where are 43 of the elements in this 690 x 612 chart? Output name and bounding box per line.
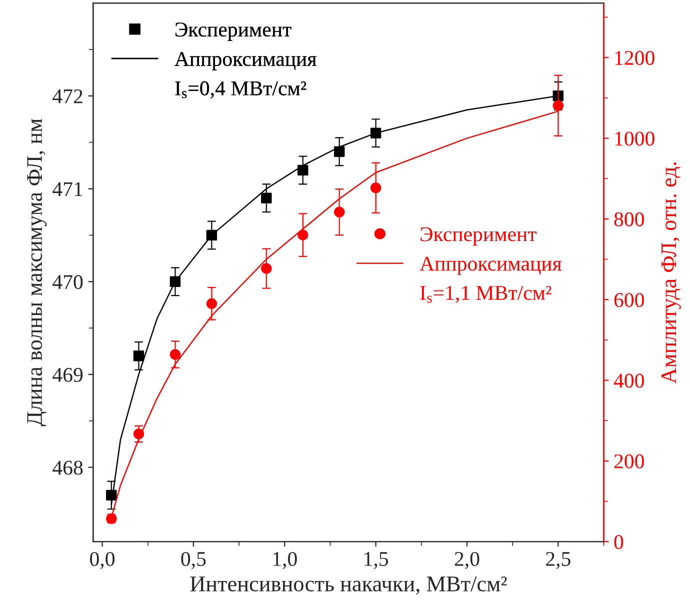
x-tick-label: 0,5	[181, 552, 206, 569]
y-axis-title: Длина волны максимума ФЛ, нм	[27, 118, 47, 426]
x-tick-label: 0,0	[90, 552, 114, 569]
annotation: I$_{s}$=0,4 МВт/см²	[175, 81, 306, 98]
y-tick-label: 470	[52, 275, 83, 290]
point	[370, 128, 382, 138]
y-tick-label: 472	[52, 89, 82, 104]
y-tick-label: 469	[52, 368, 83, 382]
y2-tick-label: 800	[614, 212, 644, 226]
point	[106, 490, 117, 501]
y2-tick-label: 600	[614, 292, 644, 308]
y-tick-label: 468	[52, 460, 83, 475]
point	[206, 230, 218, 241]
x-tick-label: 2,0	[454, 552, 480, 569]
point	[133, 428, 144, 440]
point	[261, 263, 272, 274]
annotation: I$_{s}$=1,1 МВт/см²	[420, 286, 552, 303]
point	[261, 192, 272, 204]
legend-label: Эксперимент	[420, 227, 536, 246]
point	[334, 146, 345, 157]
x-tick-label: 2,5	[546, 552, 570, 569]
y2-tick-label: 1200	[615, 50, 654, 65]
y-tick-label: 471	[52, 182, 82, 196]
y2-tick-label: 200	[614, 454, 644, 468]
y2-tick-label: 0	[614, 534, 624, 550]
point	[170, 349, 181, 360]
x-tick-label: 1,5	[364, 552, 388, 569]
point	[206, 298, 218, 309]
x-tick-label: 1,0	[273, 552, 297, 569]
legend-label: Эксперимент	[176, 22, 292, 41]
point	[170, 276, 181, 287]
point	[133, 350, 144, 362]
point	[298, 230, 308, 240]
legend-label: Аппроксимация	[174, 52, 316, 70]
y2-tick-label: 1000	[615, 132, 654, 146]
legend-label: Аппроксимация	[420, 256, 562, 275]
point	[370, 182, 382, 194]
point	[334, 206, 345, 218]
point	[298, 164, 308, 176]
y2-axis-title: Амплитуда ФЛ, отн. ед.	[661, 162, 681, 384]
x-axis-title: Интенсивность накачки, МВт/см²	[190, 576, 507, 595]
point	[552, 100, 564, 111]
y2-tick-label: 400	[614, 374, 644, 388]
